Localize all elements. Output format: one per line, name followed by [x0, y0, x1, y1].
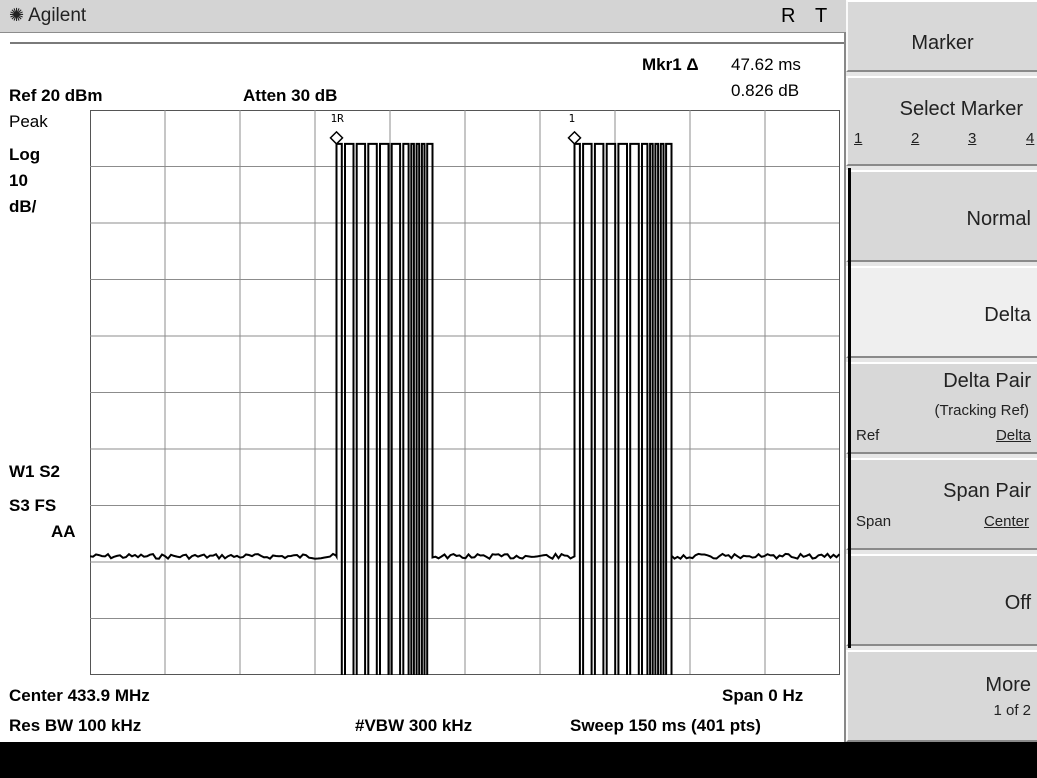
detector-mode: Peak	[9, 112, 48, 131]
header-divider	[10, 42, 846, 44]
menu-bracket	[848, 168, 855, 648]
sweep-time: Sweep 150 ms (401 pts)	[570, 716, 761, 735]
scale-type: Log	[9, 145, 41, 164]
menu-title: Marker	[911, 32, 974, 54]
marker-diamond-icon	[567, 130, 582, 145]
video-bandwidth: #VBW 300 kHz	[355, 716, 473, 735]
marker-label: 1	[569, 112, 576, 125]
analyzer-screen: ✺ Agilent R T Mkr1 Δ 47.62 ms 0.826 dB Re…	[0, 0, 846, 742]
delta-pair-key[interactable]: Delta Pair (Tracking Ref) Ref Delta	[846, 362, 1037, 454]
more-page-indicator: 1 of 2	[993, 702, 1031, 719]
brand-name: Agilent	[28, 5, 87, 26]
agilent-spark-icon: ✺	[9, 5, 25, 25]
attenuation: Atten 30 dB	[243, 86, 338, 105]
delta-pair-ref-option: Ref	[856, 427, 880, 444]
scale-unit: dB/	[9, 197, 37, 216]
off-label: Off	[1004, 592, 1031, 614]
indicator-t: T	[815, 5, 828, 27]
select-marker-label: Select Marker	[899, 98, 1023, 120]
span-pair-span-option: Span	[856, 513, 892, 530]
span-pair-key[interactable]: Span Pair Span Center	[846, 458, 1037, 550]
trace-flags-1: W1 S2	[9, 462, 61, 481]
marker-option-2[interactable]: 2	[911, 130, 920, 147]
trace-plot: 1R 1	[90, 110, 840, 675]
normal-label: Normal	[966, 208, 1031, 230]
trace-flags-3: AA	[51, 522, 76, 541]
title-bar: ✺ Agilent R T	[0, 0, 846, 33]
off-key[interactable]: Off	[846, 554, 1037, 646]
more-key[interactable]: More 1 of 2	[846, 650, 1037, 742]
marker-option-3[interactable]: 3	[968, 130, 977, 147]
delta-pair-label: Delta Pair	[943, 370, 1031, 392]
select-marker-key[interactable]: Select Marker 1 2 3 4	[846, 76, 1037, 166]
marker-delta-amplitude: 0.826 dB	[731, 81, 800, 100]
delta-pair-sublabel: (Tracking Ref)	[934, 402, 1029, 419]
more-label: More	[985, 674, 1031, 696]
span-pair-center-option: Center	[983, 513, 1029, 530]
softkey-panel: Marker Select Marker 1 2 3 4 Normal Delt…	[846, 0, 1037, 742]
marker-label: 1R	[331, 112, 345, 125]
screen-border	[844, 32, 846, 742]
scale-value: 10	[9, 171, 28, 190]
span-value: Span 0 Hz	[722, 686, 804, 705]
marker-delta-time: 47.62 ms	[731, 55, 801, 74]
delta-key[interactable]: Delta	[846, 266, 1037, 358]
resolution-bandwidth: Res BW 100 kHz	[9, 716, 142, 735]
menu-title-key: Marker	[846, 0, 1037, 72]
span-pair-label: Span Pair	[943, 480, 1031, 502]
delta-label: Delta	[984, 304, 1031, 326]
agilent-logo: ✺ Agilent	[9, 5, 86, 27]
marker-option-1[interactable]: 1	[854, 130, 863, 147]
marker-readout-label: Mkr1 Δ	[642, 55, 699, 74]
trace-line	[90, 142, 840, 675]
graticule	[90, 110, 840, 675]
marker-option-4[interactable]: 4	[1026, 130, 1035, 147]
center-frequency: Center 433.9 MHz	[9, 686, 150, 705]
delta-pair-delta-option: Delta	[995, 427, 1031, 444]
indicator-r: R	[781, 5, 796, 27]
trace-flags-2: S3 FS	[9, 496, 57, 515]
status-bar	[0, 742, 1037, 778]
reference-level: Ref 20 dBm	[9, 86, 103, 105]
marker-diamond-icon	[329, 130, 344, 145]
normal-key[interactable]: Normal	[846, 170, 1037, 262]
marker-group: 1R 1	[329, 112, 582, 145]
